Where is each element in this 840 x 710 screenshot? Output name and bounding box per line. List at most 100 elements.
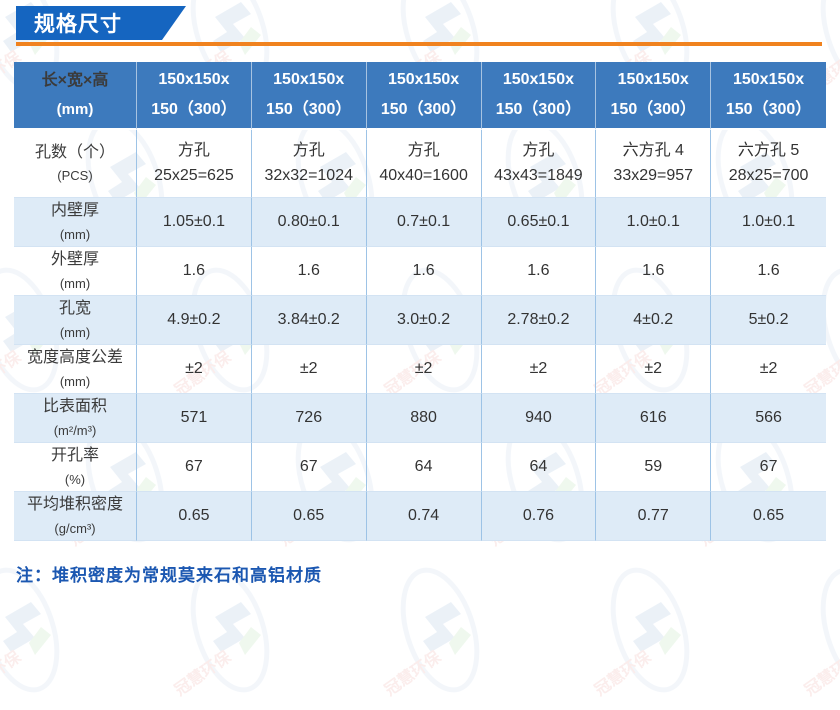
spec-cell: 0.7±0.1 [366, 198, 482, 247]
svg-text:冠慧环保: 冠慧环保 [801, 647, 840, 700]
row-label-text: 比表面积 [42, 398, 107, 416]
row-label-text: 平均堆积密度 [26, 496, 123, 514]
row-label-text: 外壁厚 [50, 251, 99, 269]
row-label-text: (m²/m³) [53, 422, 97, 438]
spec-cell: 0.80±0.1 [251, 198, 367, 247]
spec-cell: 0.74 [366, 492, 482, 541]
row-label-text: 宽度高度公差 [26, 349, 123, 367]
spec-cell-text: 43x43=1849 [494, 166, 583, 184]
spec-cell: 4±0.2 [596, 296, 712, 345]
spec-cell-text: 方孔 [522, 141, 555, 159]
svg-text:冠慧环保: 冠慧环保 [0, 647, 25, 700]
row-label: 孔数（个） (PCS) [14, 130, 137, 198]
corner-header-text: (mm) [56, 100, 94, 118]
spec-cell: 726 [251, 394, 367, 443]
spec-cell-text: ±2 [185, 359, 203, 377]
row-label-text: (PCS) [57, 168, 93, 184]
row-label-text: (mm) [59, 324, 91, 340]
svg-text:冠慧环保: 冠慧环保 [381, 647, 445, 700]
corner-header-text: 长×宽×高 [41, 71, 109, 89]
spec-cell: 六方孔 4 33x29=957 [596, 130, 712, 198]
spec-cell-text: 32x32=1024 [264, 166, 353, 184]
spec-cell-text: 67 [759, 457, 778, 475]
spec-cell-text: ±2 [644, 359, 663, 377]
spec-cell: 1.6 [481, 247, 597, 296]
row-label-text: 孔宽 [58, 300, 91, 318]
spec-cell: 880 [366, 394, 482, 443]
spec-cell: 67 [711, 443, 826, 492]
spec-cell: 940 [481, 394, 597, 443]
column-header-text: 150（300） [266, 101, 352, 118]
column-header-text: 150（300） [495, 101, 582, 118]
spec-cell-text: 64 [529, 457, 548, 475]
spec-cell-text: 0.65 [753, 506, 785, 524]
spec-cell-text: ±2 [529, 359, 548, 377]
spec-cell-text: 67 [299, 457, 318, 475]
column-header-text: 150x150x [502, 70, 574, 88]
row-label: 平均堆积密度 (g/cm³) [14, 492, 137, 541]
spec-cell-text: 1.0±0.1 [741, 212, 796, 230]
spec-cell: 4.9±0.2 [137, 296, 252, 345]
row-label: 内壁厚 (mm) [14, 198, 137, 247]
spec-cell-text: 59 [644, 457, 663, 475]
spec-cell-text: 4.9±0.2 [167, 310, 221, 328]
spec-cell: 67 [251, 443, 367, 492]
spec-cell: 方孔 25x25=625 [137, 130, 252, 198]
column-header: 150x150x 150（300） [251, 62, 367, 130]
svg-text:冠慧环保: 冠慧环保 [171, 647, 235, 700]
spec-cell-text: 880 [410, 408, 437, 426]
spec-cell: ±2 [137, 345, 252, 394]
spec-cell: 方孔 40x40=1600 [366, 130, 482, 198]
row-label-text: (mm) [59, 373, 91, 389]
spec-cell-text: 0.65 [293, 506, 325, 524]
spec-cell-text: 940 [525, 408, 552, 426]
spec-cell-text: 1.05±0.1 [162, 212, 225, 230]
spec-cell-text: 1.6 [412, 261, 435, 279]
spec-cell-text: 1.6 [757, 261, 780, 279]
column-header-text: 150（300） [610, 101, 696, 118]
spec-cell: 1.6 [251, 247, 367, 296]
section-title: 规格尺寸 [34, 13, 122, 36]
spec-cell-text: 64 [414, 457, 433, 475]
row-label: 孔宽 (mm) [14, 296, 137, 345]
row-label-text: (g/cm³) [54, 520, 96, 536]
column-header-text: 150（300） [151, 101, 237, 118]
column-header: 150x150x 150（300） [596, 62, 712, 130]
spec-cell-text: 40x40=1600 [379, 166, 468, 184]
column-header: 150x150x 150（300） [481, 62, 597, 130]
row-label-text: (mm) [59, 275, 91, 291]
spec-cell: 0.65 [137, 492, 252, 541]
spec-cell-text: 方孔 [407, 141, 440, 159]
spec-cell-text: 0.74 [408, 506, 440, 524]
spec-cell-text: ±2 [299, 359, 318, 377]
spec-cell-text: ±2 [414, 359, 433, 377]
column-header-text: 150x150x [617, 70, 689, 88]
spec-cell-text: 0.80±0.1 [277, 212, 340, 230]
spec-cell: 616 [596, 394, 712, 443]
spec-cell: 64 [366, 443, 482, 492]
row-label: 外壁厚 (mm) [14, 247, 137, 296]
corner-header: 长×宽×高 (mm) [14, 62, 137, 130]
spec-cell: 0.76 [481, 492, 597, 541]
spec-cell: 566 [711, 394, 826, 443]
spec-cell-text: 0.76 [522, 506, 554, 524]
spec-cell-text: 1.0±0.1 [626, 212, 680, 230]
column-header-text: 150（300） [725, 101, 812, 118]
spec-cell-text: 六方孔 5 [737, 141, 800, 159]
column-header-text: 150x150x [273, 70, 345, 88]
column-header: 150x150x 150（300） [366, 62, 482, 130]
spec-cell: 1.6 [137, 247, 252, 296]
spec-cell: 1.6 [366, 247, 482, 296]
spec-cell: 0.77 [596, 492, 712, 541]
spec-cell: 0.65 [711, 492, 826, 541]
spec-cell-text: 566 [755, 408, 782, 426]
spec-cell-text: 0.65±0.1 [507, 212, 570, 230]
spec-cell: 3.84±0.2 [251, 296, 367, 345]
row-label-text: (mm) [59, 226, 91, 242]
row-label: 比表面积 (m²/m³) [14, 394, 137, 443]
spec-cell-text: 5±0.2 [748, 310, 789, 328]
spec-cell-text: 1.6 [182, 261, 206, 279]
spec-cell: 64 [481, 443, 597, 492]
spec-cell-text: 0.65 [178, 506, 210, 524]
section-title-banner: 规格尺寸 [16, 6, 186, 40]
